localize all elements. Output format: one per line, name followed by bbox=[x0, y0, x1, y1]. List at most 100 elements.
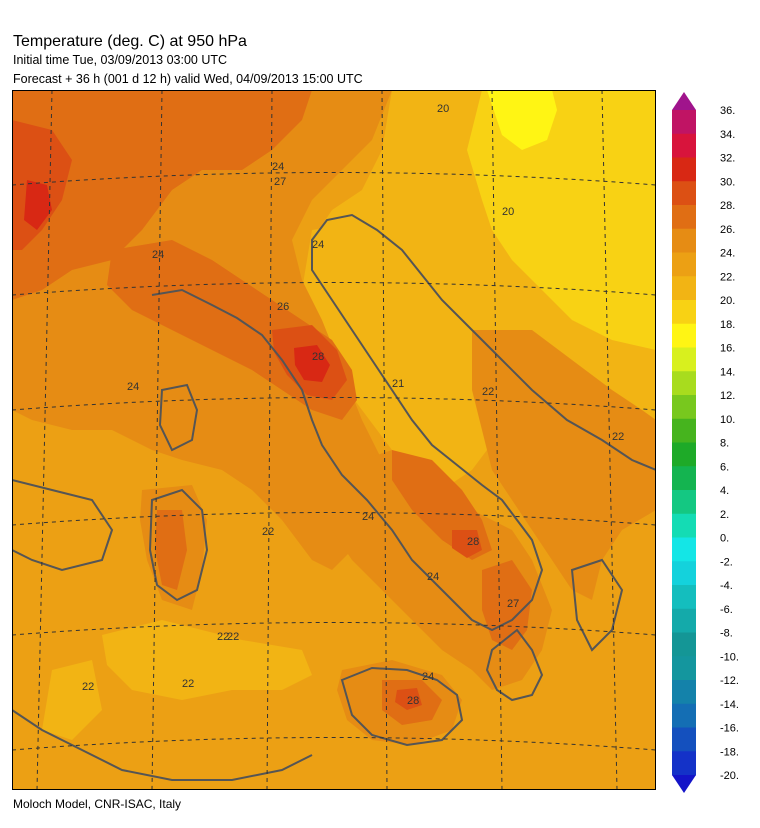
colorbar-tick-label: 2. bbox=[720, 509, 729, 521]
temperature-band-24-26-balkan bbox=[472, 330, 656, 600]
colorbar-segment bbox=[672, 442, 696, 467]
contour-label: 28 bbox=[312, 351, 324, 363]
contour-label: 22 bbox=[182, 678, 194, 690]
map-frame bbox=[12, 90, 656, 790]
colorbar-tick-label: 4. bbox=[720, 485, 729, 497]
colorbar-tick-label: -20. bbox=[720, 770, 739, 782]
colorbar-segment bbox=[672, 703, 696, 728]
colorbar-tick-label: -12. bbox=[720, 675, 739, 687]
contour-label: 22 bbox=[612, 431, 624, 443]
colorbar-segment bbox=[672, 466, 696, 491]
contour-label: 22 bbox=[262, 526, 274, 538]
temperature-band-26-28-calabria bbox=[482, 560, 532, 650]
colorbar-tick-label: 22. bbox=[720, 271, 735, 283]
colorbar-segment bbox=[672, 347, 696, 372]
colorbar-tick-label: 24. bbox=[720, 248, 735, 260]
contour-label: 24 bbox=[362, 511, 374, 523]
temperature-map: 20 20 24 27 24 24 26 28 24 21 22 22 24 2… bbox=[12, 90, 656, 790]
temperature-band-20-22-sw bbox=[42, 660, 102, 740]
temperature-band-30-32-core bbox=[294, 345, 330, 382]
colorbar-tick-label: -4. bbox=[720, 580, 733, 592]
contour-label: 28 bbox=[407, 695, 419, 707]
colorbar-segment bbox=[672, 537, 696, 562]
colorbar-segment bbox=[672, 228, 696, 253]
colorbar-top-arrow bbox=[672, 92, 696, 110]
contour-label: 20 bbox=[502, 206, 514, 218]
temperature-band-30-32-west bbox=[24, 180, 52, 230]
colorbar-tick-label: 36. bbox=[720, 105, 735, 117]
colorbar-bottom-arrow bbox=[672, 775, 696, 793]
temperature-band-26-28-sardinia bbox=[155, 510, 187, 590]
contour-label: 22 bbox=[217, 631, 229, 643]
colorbar-segment bbox=[672, 418, 696, 443]
colorbar: 36. 34. 32. 30. 28. 26. 24. 22. 20. 18. 16. 14. 12. 1… bbox=[672, 92, 739, 793]
contour-label: 21 bbox=[392, 378, 404, 390]
colorbar-tick-label: 8. bbox=[720, 438, 729, 450]
model-credit: Moloch Model, CNR-ISAC, Italy bbox=[13, 797, 182, 811]
colorbar-segment bbox=[672, 133, 696, 158]
colorbar-segment bbox=[672, 680, 696, 705]
colorbar-tick-label: 34. bbox=[720, 129, 735, 141]
colorbar-segment bbox=[672, 323, 696, 348]
colorbar-segment bbox=[672, 110, 696, 135]
contour-label: 27 bbox=[274, 176, 286, 188]
colorbar-tick-label: 14. bbox=[720, 366, 735, 378]
colorbar-tick-label: 12. bbox=[720, 390, 735, 402]
colorbar-segment bbox=[672, 632, 696, 657]
graticule bbox=[12, 90, 656, 790]
contour-label: 22 bbox=[482, 386, 494, 398]
forecast-valid-time: Forecast + 36 h (001 d 12 h) valid Wed, … bbox=[13, 72, 363, 86]
colorbar-tick-label: 30. bbox=[720, 176, 735, 188]
colorbar-tick-label: 10. bbox=[720, 414, 735, 426]
contour-label: 20 bbox=[437, 103, 449, 115]
colorbar-segment bbox=[672, 205, 696, 230]
colorbar-tick-label: -18. bbox=[720, 746, 739, 758]
colorbar-tick-label: -2. bbox=[720, 556, 733, 568]
temperature-band-28-30-spot1 bbox=[452, 530, 482, 558]
colorbar-tick-label: -8. bbox=[720, 628, 733, 640]
contour-label: 22 bbox=[82, 681, 94, 693]
colorbar-segment bbox=[672, 608, 696, 633]
contour-label: 26 bbox=[277, 301, 289, 313]
colorbar-tick-label: 28. bbox=[720, 200, 735, 212]
contour-label: 24 bbox=[427, 571, 439, 583]
map-title: Temperature (deg. C) at 950 hPa bbox=[13, 33, 247, 50]
contour-label: 24 bbox=[127, 381, 139, 393]
colorbar-tick-label: 18. bbox=[720, 319, 735, 331]
contour-label: 24 bbox=[422, 671, 434, 683]
contour-label: 22 bbox=[227, 631, 239, 643]
temperature-band-16-18 bbox=[487, 90, 557, 150]
contour-label: 24 bbox=[152, 249, 164, 261]
colorbar-segment bbox=[672, 513, 696, 538]
colorbar-tick-label: 16. bbox=[720, 343, 735, 355]
colorbar-segment bbox=[672, 276, 696, 301]
colorbar-segment bbox=[672, 727, 696, 752]
colorbar-tick-label: 20. bbox=[720, 295, 735, 307]
colorbar-tick-label: -6. bbox=[720, 604, 733, 616]
colorbar-segment bbox=[672, 490, 696, 515]
contour-label: 24 bbox=[312, 239, 324, 251]
colorbar-segment bbox=[672, 395, 696, 420]
contour-label: 28 bbox=[467, 536, 479, 548]
contour-label: 27 bbox=[507, 598, 519, 610]
colorbar-segment bbox=[672, 371, 696, 396]
colorbar-segment bbox=[672, 300, 696, 325]
colorbar-tick-label: -10. bbox=[720, 651, 739, 663]
colorbar-tick-label: 0. bbox=[720, 533, 729, 545]
contour-labels: 20 20 24 27 24 24 26 28 24 21 22 22 24 2… bbox=[82, 103, 624, 707]
colorbar-tick-label: -16. bbox=[720, 723, 739, 735]
temperature-band-28-30-spot2 bbox=[395, 688, 422, 710]
temperature-band-20-22-west bbox=[102, 620, 312, 700]
colorbar-segment bbox=[672, 252, 696, 277]
colorbar-tick-label: 26. bbox=[720, 224, 735, 236]
colorbar-tick-label: 6. bbox=[720, 461, 729, 473]
contour-label: 24 bbox=[272, 161, 284, 173]
colorbar-tick-label: 32. bbox=[720, 153, 735, 165]
colorbar-segment bbox=[672, 561, 696, 586]
colorbar-segment bbox=[672, 181, 696, 206]
temperature-band-20-22-adriatic bbox=[302, 220, 512, 490]
colorbar-segment bbox=[672, 751, 696, 776]
temperature-band-18-20 bbox=[467, 90, 656, 350]
colorbar-segment bbox=[672, 656, 696, 681]
coastlines bbox=[12, 213, 656, 781]
